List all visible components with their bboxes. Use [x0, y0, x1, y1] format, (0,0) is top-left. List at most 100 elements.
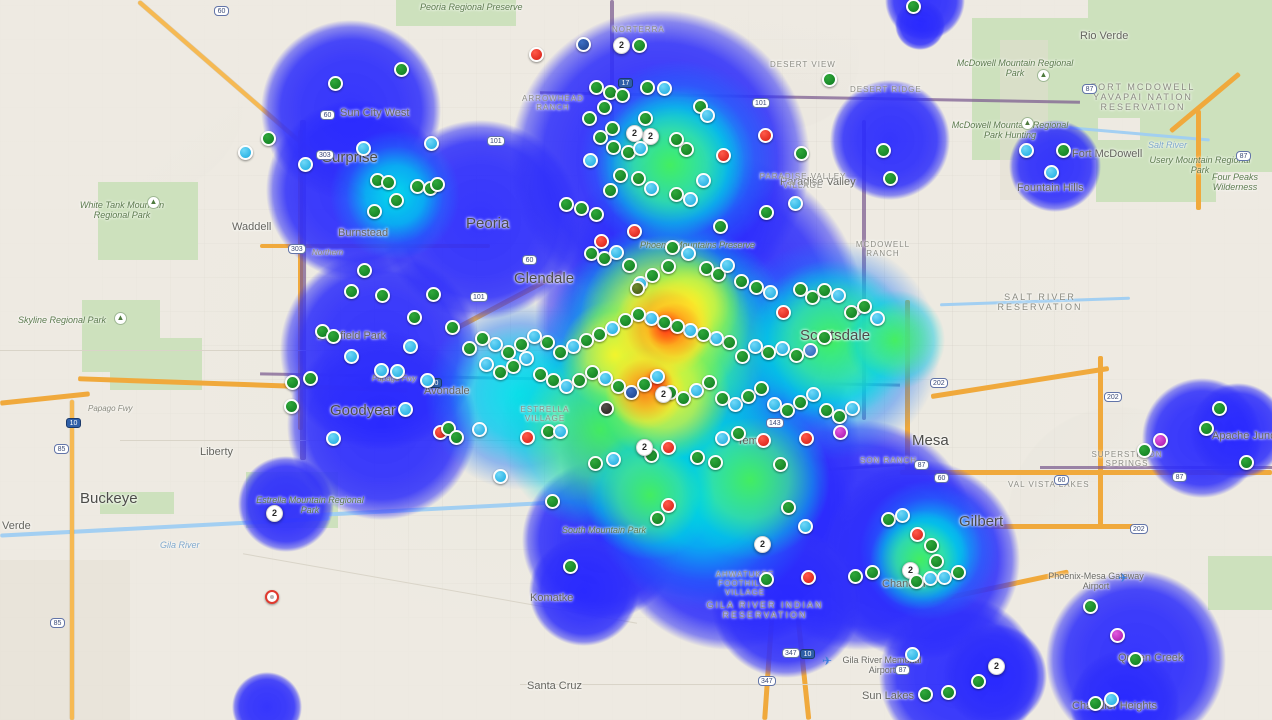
map-marker-magenta[interactable] — [1110, 628, 1125, 643]
map-marker-green[interactable] — [781, 500, 796, 515]
map-marker-green[interactable] — [637, 377, 652, 392]
map-marker-green[interactable] — [1239, 455, 1254, 470]
map-marker-green[interactable] — [690, 450, 705, 465]
map-marker-green[interactable] — [670, 319, 685, 334]
map-marker-green[interactable] — [367, 204, 382, 219]
map-marker-green[interactable] — [817, 330, 832, 345]
map-marker-green[interactable] — [1212, 401, 1227, 416]
map-marker-green[interactable] — [285, 375, 300, 390]
map-marker-green[interactable] — [1137, 443, 1152, 458]
map-marker-red[interactable] — [910, 527, 925, 542]
map-marker-magenta[interactable] — [1153, 433, 1168, 448]
map-marker-green[interactable] — [540, 335, 555, 350]
map-marker-cyan[interactable] — [788, 196, 803, 211]
map-marker-cyan[interactable] — [583, 153, 598, 168]
map-marker-cyan[interactable] — [356, 141, 371, 156]
map-marker-green[interactable] — [506, 359, 521, 374]
map-marker-cyan[interactable] — [424, 136, 439, 151]
map-marker-cyan[interactable] — [298, 157, 313, 172]
map-marker-cyan[interactable] — [696, 173, 711, 188]
map-marker-cyan[interactable] — [689, 383, 704, 398]
map-marker-cyan[interactable] — [683, 323, 698, 338]
map-marker-cyan[interactable] — [728, 397, 743, 412]
map-marker-cyan[interactable] — [488, 337, 503, 352]
marker-cluster[interactable]: 2 — [636, 439, 653, 456]
map-marker-cyan[interactable] — [479, 357, 494, 372]
map-marker-green[interactable] — [622, 258, 637, 273]
map-marker-red[interactable] — [801, 570, 816, 585]
map-marker-green[interactable] — [865, 565, 880, 580]
map-marker-green[interactable] — [326, 329, 341, 344]
map-marker-cyan[interactable] — [775, 341, 790, 356]
map-marker-green[interactable] — [754, 381, 769, 396]
map-marker-green[interactable] — [909, 574, 924, 589]
map-marker-red[interactable] — [716, 148, 731, 163]
map-marker-green[interactable] — [449, 430, 464, 445]
marker-cluster[interactable]: 2 — [613, 37, 630, 54]
marker-cluster[interactable]: 2 — [642, 128, 659, 145]
marker-cluster[interactable]: 2 — [626, 125, 643, 142]
map-marker-green[interactable] — [929, 554, 944, 569]
map-marker-magenta[interactable] — [833, 425, 848, 440]
map-marker-cyan[interactable] — [763, 285, 778, 300]
map-marker-green[interactable] — [631, 307, 646, 322]
map-marker-cyan[interactable] — [1019, 143, 1034, 158]
map-marker-green[interactable] — [971, 674, 986, 689]
map-marker-cyan[interactable] — [606, 452, 621, 467]
map-marker-green[interactable] — [669, 132, 684, 147]
map-marker-green[interactable] — [589, 207, 604, 222]
map-marker-green[interactable] — [924, 538, 939, 553]
map-marker-green[interactable] — [661, 259, 676, 274]
map-marker-cyan[interactable] — [553, 424, 568, 439]
map-marker-dblue[interactable] — [624, 385, 639, 400]
map-marker-cyan[interactable] — [605, 321, 620, 336]
map-marker-cyan[interactable] — [923, 571, 938, 586]
map-marker-cyan[interactable] — [326, 431, 341, 446]
map-marker-cyan[interactable] — [657, 81, 672, 96]
map-marker-green[interactable] — [906, 0, 921, 14]
marker-cluster[interactable]: 2 — [988, 658, 1005, 675]
map-marker-green[interactable] — [669, 187, 684, 202]
map-marker-green[interactable] — [696, 327, 711, 342]
map-marker-green[interactable] — [793, 395, 808, 410]
map-marker-green[interactable] — [553, 345, 568, 360]
marker-cluster[interactable]: 2 — [266, 505, 283, 522]
map-marker-green[interactable] — [805, 290, 820, 305]
map-marker-green[interactable] — [881, 512, 896, 527]
map-marker-cyan[interactable] — [845, 401, 860, 416]
map-marker-green[interactable] — [572, 373, 587, 388]
map-marker-dark[interactable] — [599, 401, 614, 416]
marker-cluster[interactable]: 2 — [655, 386, 672, 403]
map-marker-green[interactable] — [603, 183, 618, 198]
map-marker-blue[interactable] — [803, 343, 818, 358]
map-marker-green[interactable] — [650, 511, 665, 526]
map-marker-cyan[interactable] — [598, 371, 613, 386]
map-marker-cyan[interactable] — [390, 364, 405, 379]
map-marker-green[interactable] — [713, 219, 728, 234]
map-marker-green[interactable] — [284, 399, 299, 414]
map-marker-green[interactable] — [426, 287, 441, 302]
map-marker-cyan[interactable] — [1104, 692, 1119, 707]
map-marker-red[interactable] — [756, 433, 771, 448]
map-marker-green[interactable] — [475, 331, 490, 346]
map-marker-green[interactable] — [407, 310, 422, 325]
map-marker-green[interactable] — [588, 456, 603, 471]
map-marker-cyan[interactable] — [633, 141, 648, 156]
map-marker-green[interactable] — [574, 201, 589, 216]
map-marker-cyan[interactable] — [937, 570, 952, 585]
map-marker-green[interactable] — [702, 375, 717, 390]
map-marker-cyan[interactable] — [344, 349, 359, 364]
map-marker-green[interactable] — [876, 143, 891, 158]
map-marker-green[interactable] — [613, 168, 628, 183]
map-marker-green[interactable] — [657, 315, 672, 330]
map-marker-green[interactable] — [344, 284, 359, 299]
map-marker-dblue[interactable] — [576, 37, 591, 52]
map-marker-cyan[interactable] — [748, 339, 763, 354]
map-marker-green[interactable] — [780, 403, 795, 418]
map-marker-cyan[interactable] — [681, 246, 696, 261]
map-marker-red[interactable] — [799, 431, 814, 446]
map-marker-green[interactable] — [563, 559, 578, 574]
map-marker-cyan[interactable] — [715, 431, 730, 446]
map-marker-cyan[interactable] — [870, 311, 885, 326]
map-marker-green[interactable] — [708, 455, 723, 470]
